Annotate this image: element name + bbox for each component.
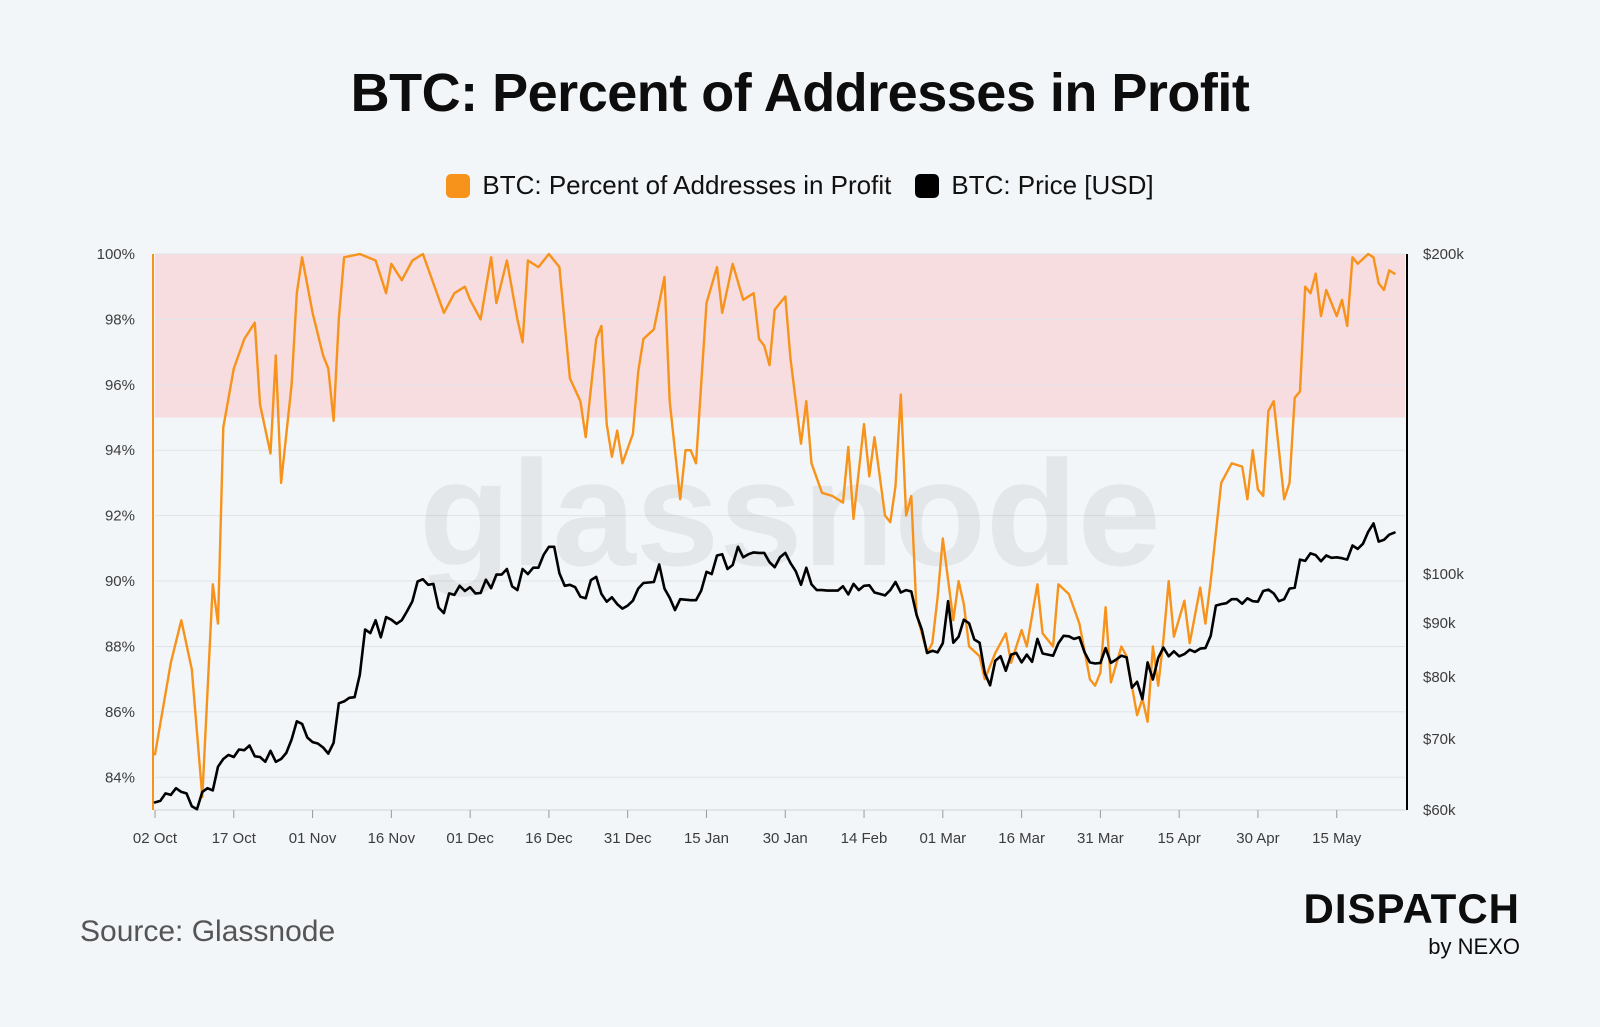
y-right-tick-label: $100k [1423,566,1464,583]
series-line-profit [153,252,1396,799]
x-tick-label: 30 Apr [1236,830,1279,847]
x-tick-label: 31 Mar [1077,830,1124,847]
series-line-price [153,522,1396,811]
watermark: glassnode [419,429,1161,597]
y-left-tick-label: 100% [97,246,135,263]
y-left-tick-label: 90% [105,573,135,590]
x-tick-label: 15 Jan [684,830,729,847]
chart-title: BTC: Percent of Addresses in Profit [350,63,1250,123]
profit-highlight-band [155,254,1405,418]
source-label: Source: Glassnode [80,915,336,948]
legend-swatch-profit [446,173,471,198]
x-tick-label: 01 Nov [289,830,337,847]
y-right-tick-label: $200k [1423,246,1464,263]
y-left-tick-label: 86% [105,704,135,721]
x-tick-label: 02 Oct [133,830,178,847]
x-tick-label: 16 Mar [998,830,1045,847]
y-left-tick-label: 94% [105,442,135,459]
y-left-tick-label: 88% [105,638,135,655]
x-tick-label: 14 Feb [841,830,888,847]
x-tick-label: 16 Nov [368,830,416,847]
x-tick-label: 17 Oct [212,830,257,847]
y-left-tick-label: 84% [105,769,135,786]
brand-sub: by NEXO [1428,934,1520,959]
legend-label-price: BTC: Price [USD] [951,170,1154,200]
x-tick-label: 01 Mar [919,830,966,847]
x-tick-label: 15 Apr [1157,830,1200,847]
x-tick-label: 15 May [1312,830,1362,847]
brand-name: DISPATCH [1303,885,1520,932]
legend-item-price[interactable]: BTC: Price [USD] [915,170,1154,201]
y-left-tick-label: 92% [105,508,135,525]
y-left-tick-label: 98% [105,311,135,328]
x-tick-label: 16 Dec [525,830,573,847]
y-right-tick-label: $70k [1423,731,1456,748]
legend-swatch-price [915,173,940,198]
x-tick-label: 31 Dec [604,830,652,847]
y-right-tick-label: $80k [1423,669,1456,686]
y-left-tick-label: 96% [105,377,135,394]
brand-logo: DISPATCH by NEXO [1304,888,1520,960]
y-right-tick-label: $60k [1423,802,1456,819]
legend: BTC: Percent of Addresses in Profit BTC:… [0,170,1600,201]
x-tick-label: 30 Jan [763,830,808,847]
y-right-tick-label: $90k [1423,615,1456,632]
x-tick-label: 01 Dec [446,830,494,847]
legend-item-profit[interactable]: BTC: Percent of Addresses in Profit [446,170,891,201]
legend-label-profit: BTC: Percent of Addresses in Profit [482,170,892,200]
